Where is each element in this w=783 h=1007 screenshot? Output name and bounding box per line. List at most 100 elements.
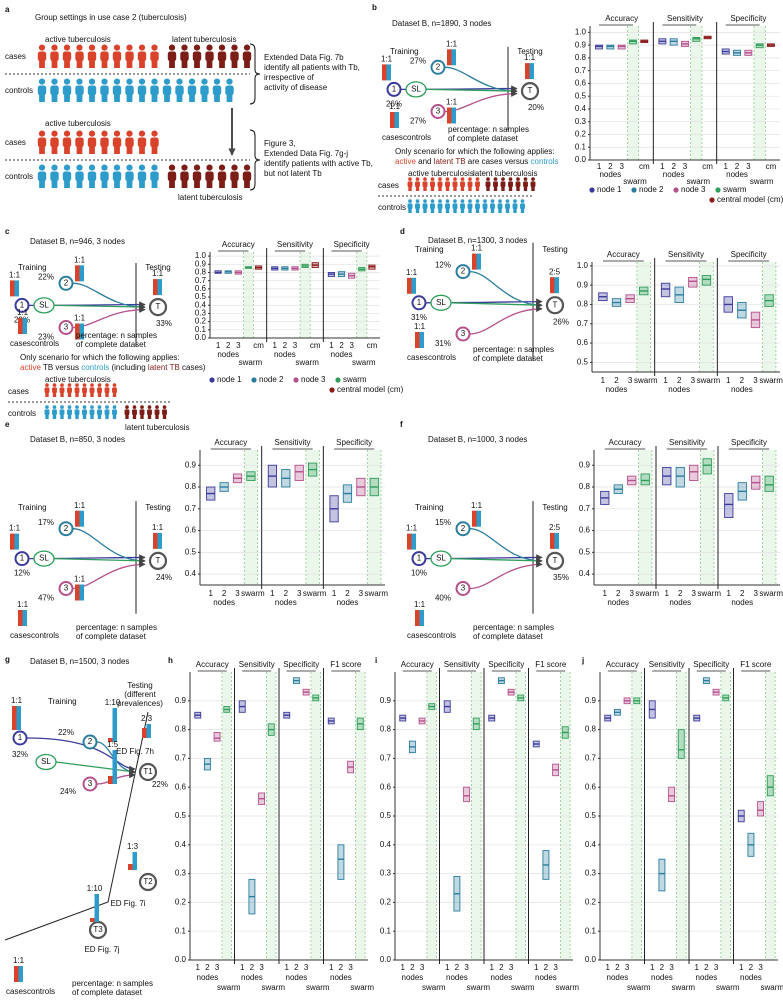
group-label: latent tuberculosis	[125, 423, 189, 432]
swarm-band	[627, 26, 639, 160]
x-tick-label: 3	[628, 376, 633, 385]
ratio-label: 1:1	[446, 39, 458, 48]
person-body	[87, 85, 97, 96]
legend-marker	[715, 187, 721, 193]
person-head	[51, 164, 58, 171]
group-axis-label: swarm	[635, 589, 659, 598]
group-axis-label: nodes	[286, 973, 308, 982]
person-legs	[531, 186, 535, 191]
test-node	[148, 551, 168, 571]
person-body	[192, 51, 202, 62]
hub-label: SL	[41, 757, 51, 766]
group-axis-label: swarm	[350, 983, 374, 992]
key-controls: controls	[27, 987, 55, 996]
box	[675, 466, 685, 488]
person-head	[201, 78, 208, 85]
y-tick-label: 0.4	[579, 569, 591, 578]
node-percentage: 26%	[386, 100, 402, 109]
group-axis-label: nodes	[337, 598, 359, 607]
ratio-bar-controls	[451, 107, 456, 124]
x-tick-label: 3	[630, 589, 635, 598]
brace	[249, 43, 261, 105]
test-label: T	[553, 300, 558, 309]
key-note: of complete dataset	[473, 632, 544, 641]
person-legs	[140, 414, 144, 419]
person-legs	[76, 93, 83, 102]
person-legs	[51, 179, 58, 188]
x-tick-label: 2	[339, 963, 344, 972]
person-head	[181, 44, 188, 51]
person-body	[50, 51, 59, 62]
person-legs	[219, 179, 225, 188]
legend-marker	[251, 377, 257, 383]
person-body	[87, 171, 97, 182]
person-head	[101, 130, 108, 137]
person-head	[468, 177, 472, 181]
key-controls: controls	[428, 631, 456, 640]
ratio-bar-controls	[386, 64, 391, 81]
group-axis-label: nodes	[599, 170, 621, 179]
diagram-title: Dataset B, n=946, 3 nodes	[30, 237, 125, 246]
caption: Extended Data Fig. 7b	[264, 53, 344, 62]
y-tick-label: 1.0	[195, 251, 207, 260]
key-note: of complete dataset	[76, 632, 147, 641]
test-label: T	[156, 302, 161, 311]
person-body	[125, 171, 134, 182]
node-label: 1	[417, 298, 422, 307]
y-tick-label: 0.9	[575, 40, 587, 49]
person-legs	[206, 59, 213, 68]
ratio-label: 1:1	[152, 269, 164, 278]
person-head	[423, 177, 427, 181]
ratio-label: 1:1	[446, 98, 458, 107]
person-body	[217, 171, 227, 182]
person-head	[67, 405, 72, 409]
test-node	[138, 762, 158, 782]
legend-marker	[673, 187, 679, 193]
x-tick-label: 1	[329, 963, 334, 972]
y-tick-label: 0.9	[579, 460, 591, 469]
person-head	[51, 78, 58, 85]
group-axis-label: swarm	[306, 983, 330, 992]
metric-title: Accuracy	[214, 438, 247, 447]
person-legs	[126, 59, 133, 68]
person-legs	[105, 414, 109, 419]
x-tick-label: 3	[464, 963, 469, 972]
person-body	[407, 181, 413, 188]
box	[213, 732, 221, 742]
person-body	[500, 181, 506, 188]
ratio-bar-cases	[550, 277, 555, 294]
person-legs	[508, 186, 513, 191]
group-axis-label: swarm	[239, 358, 263, 367]
y-tick-label: 0.4	[195, 300, 207, 309]
ratio-bar-controls	[419, 610, 424, 626]
person-head	[60, 405, 64, 409]
person-legs	[114, 59, 120, 68]
person-legs	[155, 414, 159, 419]
key-cases: cases	[10, 631, 31, 640]
person-body	[139, 409, 145, 416]
metric-title: Accuracy	[605, 14, 638, 23]
training-label: Training	[48, 697, 77, 706]
person-head	[88, 164, 96, 171]
person-legs	[147, 414, 152, 419]
metric-title: Sensitivity	[239, 660, 275, 669]
legend-marker	[589, 187, 595, 193]
person-legs	[89, 179, 95, 188]
person-legs	[132, 414, 137, 419]
person-legs	[60, 414, 64, 419]
test-percentage: 20%	[528, 103, 544, 112]
person-legs	[90, 392, 94, 397]
y-tick-label: 0.6	[577, 338, 589, 347]
person-head	[113, 164, 121, 171]
flow-arrow	[469, 561, 543, 590]
person-legs	[201, 93, 208, 102]
person-body	[167, 51, 177, 62]
person-legs	[45, 414, 49, 419]
ratio-bar-controls	[16, 706, 21, 730]
person-legs	[112, 392, 117, 397]
person-legs	[101, 145, 108, 154]
ratio-label: 1:1	[389, 102, 401, 111]
legend-label: node 3	[301, 375, 326, 384]
test-label: T	[156, 556, 161, 565]
group-axis-label: nodes	[330, 973, 352, 982]
